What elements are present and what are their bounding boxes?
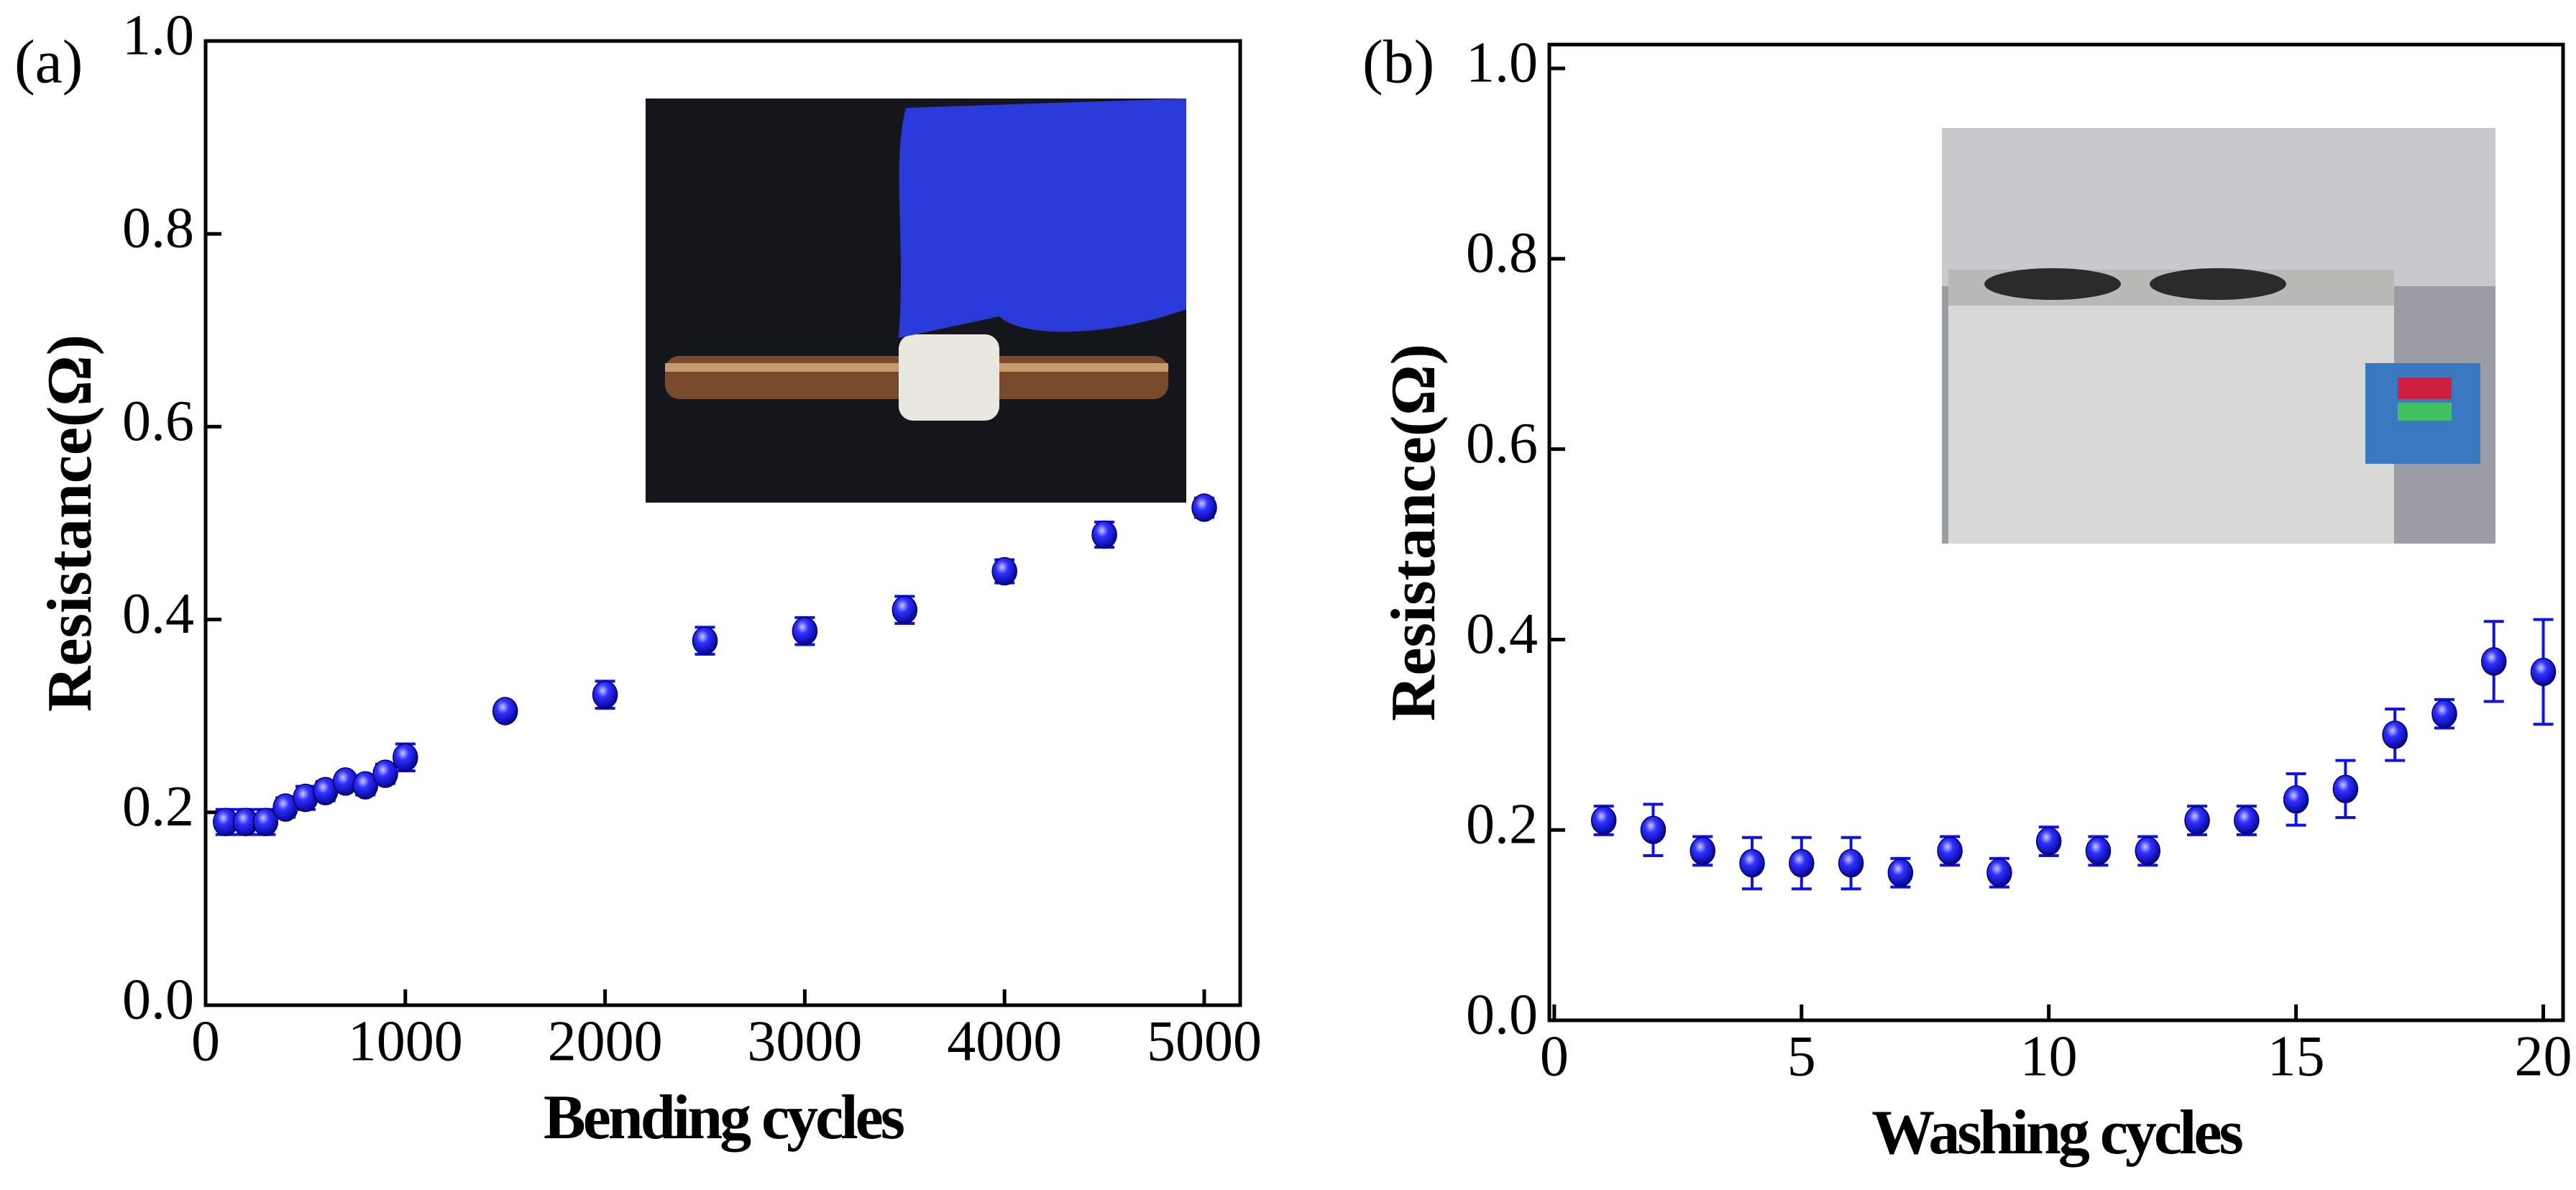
point [692, 626, 718, 655]
point [1590, 806, 1617, 835]
point [352, 771, 378, 800]
point [2530, 657, 2557, 687]
x-tick-label: 2000 [548, 1010, 663, 1073]
point [2184, 806, 2210, 835]
inset-photo-a [646, 99, 1186, 503]
point [1191, 493, 1217, 522]
point [991, 557, 1017, 586]
point [1789, 848, 1815, 878]
y-tick-label: 0.8 [122, 197, 194, 260]
point [492, 697, 518, 726]
y-axis-title: Resistance(Ω) [35, 334, 105, 712]
y-tick-label: 0.6 [122, 390, 194, 453]
y-tick-label: 0.8 [1466, 221, 1538, 285]
point [1739, 848, 1765, 878]
x-axis-title: Washing cycles [1871, 1098, 2242, 1168]
x-tick-label: 1000 [348, 1010, 463, 1073]
point [1640, 815, 1667, 844]
point [1887, 859, 1914, 887]
y-tick-label: 0.0 [1466, 983, 1538, 1046]
x-axis-title: Bending cycles [544, 1083, 904, 1153]
y-tick-label: 0.6 [1466, 412, 1538, 475]
y-tick-label: 1.0 [122, 4, 194, 67]
point [1690, 836, 1715, 866]
point [2431, 699, 2457, 728]
point [2480, 647, 2507, 676]
x-tick-label: 4000 [947, 1010, 1062, 1073]
point [393, 743, 418, 772]
panel-label: (a) [14, 27, 83, 96]
point [2283, 785, 2309, 814]
plot-frame [1547, 42, 2565, 1022]
point [891, 595, 918, 624]
x-tick-label: 15 [2268, 1025, 2325, 1088]
panel-label: (b) [1362, 27, 1434, 96]
y-tick-label: 1.0 [1466, 31, 1538, 94]
point [1986, 859, 2012, 887]
point [2332, 774, 2359, 804]
point [1937, 836, 1963, 866]
point [592, 680, 618, 709]
y-tick-label: 0.0 [122, 968, 194, 1031]
x-tick-label: 0 [191, 1010, 220, 1073]
point [2085, 836, 2112, 866]
point [1091, 520, 1117, 549]
chart-panel: 0 1000 2000 3000 4000 5000 0.0 0.2 0.4 0.6 0.8 1.0 B… [14, 4, 1262, 1153]
x-tick-label: 20 [2514, 1025, 2572, 1088]
point [2035, 827, 2062, 856]
plot-frame [203, 39, 1242, 1007]
x-tick-label: 5 [1787, 1025, 1816, 1088]
chart-panel: 0 5 10 15 20 0.0 0.2 0.4 0.6 0.8 1.0 Washing cycles… [1362, 27, 2572, 1168]
y-tick-label: 0.4 [1466, 603, 1538, 666]
y-tick-label: 0.2 [122, 775, 194, 838]
x-tick-label: 3000 [747, 1010, 862, 1073]
point [2234, 806, 2260, 835]
point [2135, 836, 2160, 866]
y-tick-label: 0.4 [122, 582, 194, 646]
point [252, 807, 279, 836]
point [1838, 848, 1864, 878]
y-tick-label: 0.2 [1466, 793, 1538, 856]
y-axis-title: Resistance(Ω) [1379, 344, 1449, 721]
x-tick-label: 5000 [1147, 1010, 1262, 1073]
x-tick-label: 10 [2020, 1025, 2078, 1088]
x-tick-label: 0 [1540, 1025, 1569, 1088]
point [372, 759, 398, 788]
point [2382, 720, 2408, 749]
point [792, 616, 818, 646]
inset-photo-b [1942, 128, 2495, 544]
